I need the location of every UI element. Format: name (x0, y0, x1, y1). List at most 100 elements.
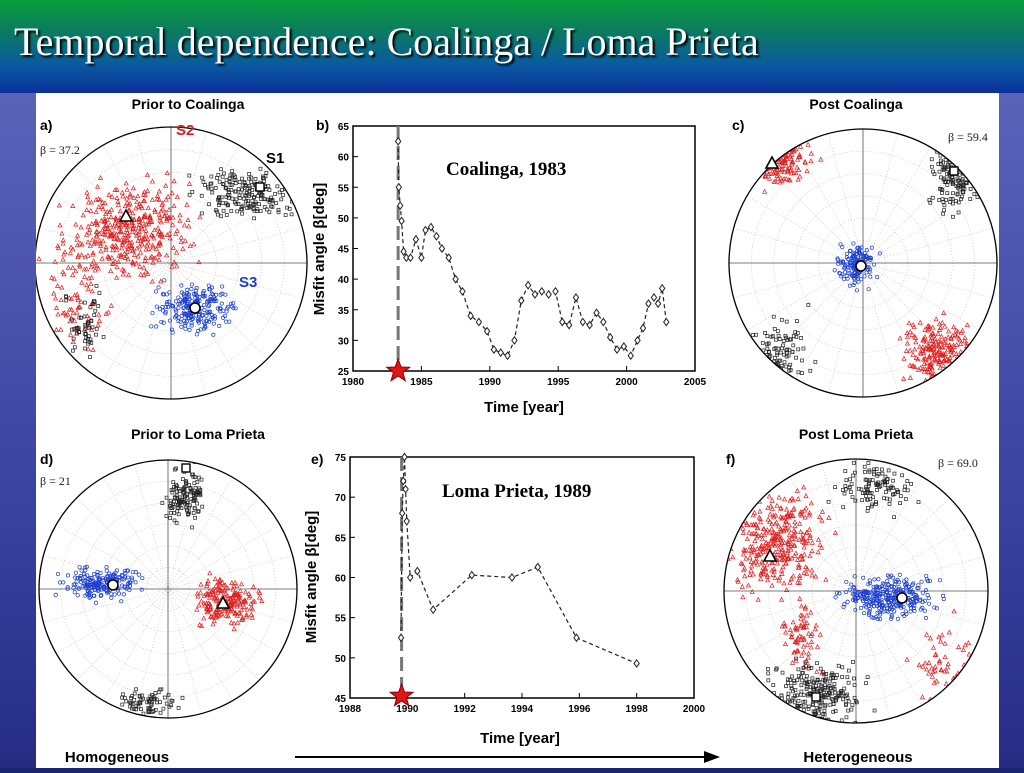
black-square-point (132, 691, 137, 696)
chart-b-plot: 1980 1985 1990 1995 2000 20052530354045505560… (338, 122, 707, 388)
red-triangle-point (924, 359, 930, 365)
black-square-point (864, 681, 868, 686)
red-triangle-point (752, 153, 758, 159)
red-triangle-point (929, 665, 935, 671)
black-square-point (152, 697, 157, 701)
red-triangle-point (758, 150, 765, 156)
black-square-point (235, 209, 240, 214)
black-square-point (784, 319, 789, 324)
red-triangle-point (751, 509, 758, 515)
red-triangle-point (109, 254, 115, 260)
red-triangle-point (724, 528, 730, 534)
blue-circle-point (907, 603, 912, 608)
red-triangle-point (231, 593, 237, 599)
red-triangle-point (770, 530, 776, 536)
black-square-point (871, 495, 875, 500)
red-triangle-point (184, 201, 190, 207)
blue-circle-point (179, 283, 184, 288)
black-square-point (86, 341, 91, 346)
red-triangle-point (241, 604, 247, 609)
blue-circle-point (852, 574, 857, 579)
red-triangle-point (140, 235, 146, 241)
red-triangle-point (740, 551, 747, 557)
red-triangle-point (127, 193, 133, 199)
red-triangle-point (77, 240, 83, 246)
blue-circle-point (869, 245, 875, 250)
blue-circle-point (206, 319, 212, 324)
red-triangle-point (803, 540, 809, 546)
black-square-point (207, 202, 211, 207)
black-square-point (874, 502, 879, 506)
black-square-point (843, 693, 848, 698)
black-square-point (261, 176, 265, 180)
red-triangle-point (235, 619, 241, 625)
red-triangle-point (794, 156, 801, 162)
red-triangle-point (956, 362, 962, 368)
red-triangle-point (231, 626, 237, 632)
red-triangle-point (798, 509, 804, 515)
blue-circle-point (908, 586, 913, 592)
red-triangle-point (791, 505, 797, 511)
left-frame-strip (0, 93, 36, 768)
blue-circle-point (879, 600, 884, 605)
black-square-point (139, 707, 143, 712)
red-triangle-point (154, 192, 161, 198)
data-point (579, 317, 587, 327)
black-square-point (887, 487, 891, 492)
red-triangle-point (736, 520, 742, 526)
red-triangle-point (774, 531, 781, 537)
red-triangle-point (231, 602, 238, 608)
black-square-point (826, 499, 831, 504)
blue-circle-point (165, 300, 170, 305)
blue-circle-point (84, 564, 89, 569)
red-triangle-point (801, 484, 807, 490)
red-triangle-point (964, 322, 970, 328)
red-triangle-point (114, 274, 120, 280)
data-point (406, 573, 414, 582)
red-triangle-point (897, 335, 903, 341)
black-square-point (154, 697, 159, 702)
black-square-point (168, 511, 173, 515)
blue-circle-point (880, 586, 885, 591)
red-triangle-point (774, 143, 780, 149)
blue-circle-point (85, 582, 91, 587)
blue-circle-point (839, 274, 844, 279)
red-triangle-point (123, 180, 129, 186)
red-triangle-point (112, 219, 118, 225)
blue-circle-point (181, 291, 186, 296)
red-triangle-point (36, 255, 42, 261)
blue-circle-point (96, 582, 102, 587)
red-triangle-point (91, 241, 97, 246)
red-triangle-point (112, 258, 118, 264)
red-triangle-point (61, 251, 67, 257)
red-triangle-point (149, 278, 155, 284)
red-triangle-point (757, 152, 763, 158)
blue-circle-point (170, 330, 175, 335)
black-square-point (766, 384, 771, 388)
blue-circle-point (875, 588, 880, 593)
data-point (663, 317, 670, 327)
black-square-point (806, 706, 811, 711)
red-triangle-point (786, 532, 792, 537)
black-square-point (831, 702, 836, 706)
blue-circle-point (83, 583, 88, 588)
blue-circle-point (845, 276, 850, 281)
black-square-point (850, 495, 855, 500)
stereonet (38, 459, 298, 719)
red-triangle-point (940, 362, 947, 368)
blue-circle-point (200, 293, 206, 298)
black-square-point (850, 703, 855, 707)
black-square-point (790, 698, 794, 703)
blue-circle-point (837, 591, 842, 596)
red-triangle-point (100, 206, 106, 212)
black-square-point (244, 190, 249, 195)
black-square-point (900, 459, 905, 463)
red-triangle-point (53, 305, 60, 310)
black-square-point (951, 214, 955, 219)
red-triangle-point (932, 356, 938, 362)
red-triangle-point (927, 635, 934, 641)
black-square-point (277, 190, 282, 195)
black-square-point (74, 326, 79, 330)
red-triangle-point (221, 582, 227, 588)
blue-circle-point (898, 587, 903, 592)
